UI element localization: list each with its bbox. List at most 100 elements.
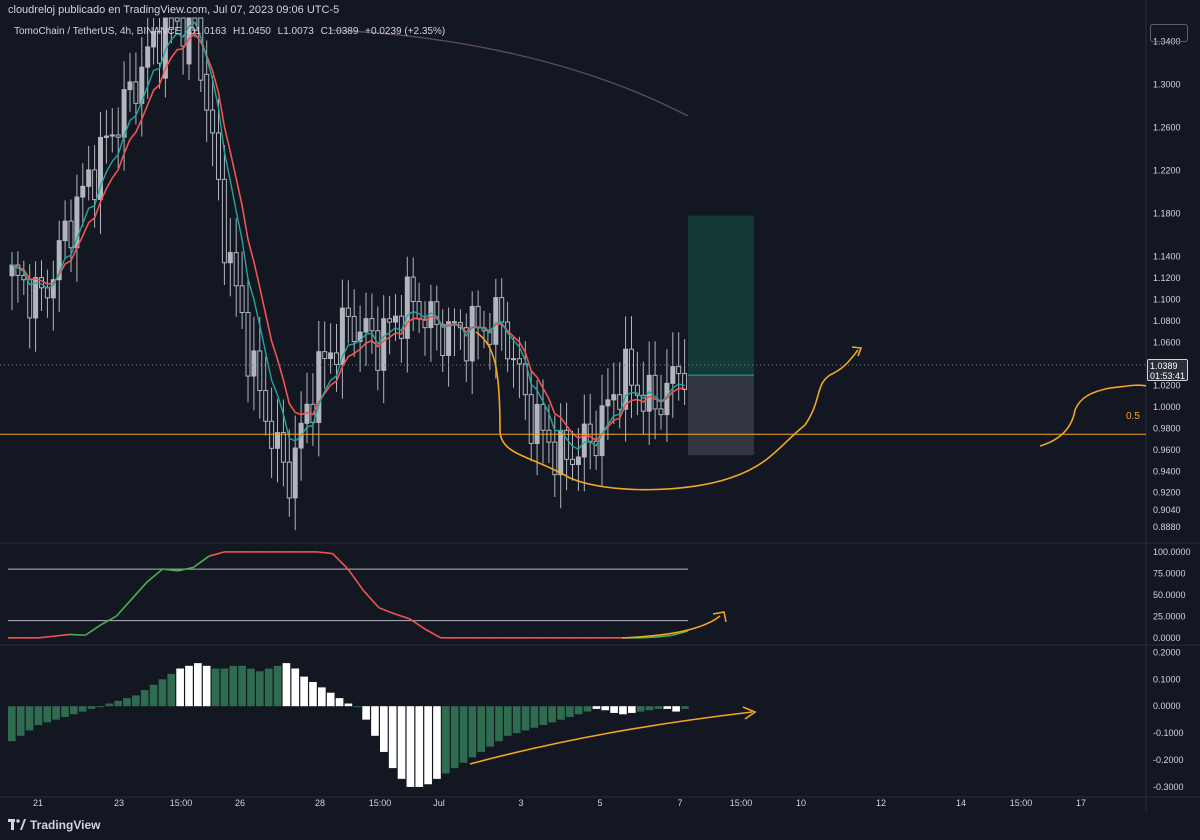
hist-bar: [318, 687, 326, 707]
osc-segment: [131, 581, 148, 600]
candle-body: [328, 352, 334, 360]
candle-body: [204, 73, 210, 111]
candle-body: [68, 220, 74, 249]
osc-segment: [146, 568, 164, 583]
annotation-osc-arrow: [621, 615, 721, 639]
osc-tick-label: 25.0000: [1153, 611, 1186, 621]
candle: [416, 282, 422, 334]
osc-segment: [672, 630, 689, 637]
candle-body: [623, 348, 629, 410]
candle: [92, 145, 98, 228]
candle-body: [334, 352, 339, 365]
hist-bar: [264, 668, 273, 707]
candle: [599, 374, 605, 486]
candle-body: [516, 358, 522, 365]
candle-body: [9, 264, 15, 277]
candle-body: [227, 252, 233, 264]
hist-bar: [406, 706, 415, 787]
osc-segment: [38, 635, 55, 639]
candle-body: [339, 307, 345, 365]
candle-body: [257, 350, 263, 392]
candle-body: [587, 423, 593, 442]
candle-body: [634, 384, 640, 396]
candle-body: [351, 315, 357, 343]
hist-bar: [167, 673, 176, 707]
osc-segment: [657, 634, 673, 638]
candle-body: [463, 327, 469, 362]
annotation-hist-arrow-head: [742, 706, 757, 720]
price-tick-label: 0.9200: [1153, 488, 1181, 498]
candle-body: [564, 429, 570, 460]
price-scale-button[interactable]: [1150, 24, 1188, 42]
price-tick-label: 0.8880: [1153, 522, 1181, 532]
candle-body: [469, 305, 475, 362]
hist-bar: [114, 700, 122, 707]
time-tick-label: 26: [235, 798, 245, 808]
candle-body: [511, 358, 516, 361]
candle-body: [157, 31, 162, 64]
annotation-future-curve: [1039, 384, 1147, 447]
candle: [511, 337, 516, 388]
candle: [351, 289, 357, 357]
candle: [9, 252, 15, 311]
candle: [109, 108, 115, 153]
candle-body: [127, 81, 133, 91]
candle-body: [269, 420, 275, 449]
candle: [428, 284, 434, 362]
hist-bar: [530, 706, 539, 728]
ema-slow-line: [11, 21, 685, 451]
candle-body: [629, 348, 634, 386]
candle-body: [475, 305, 481, 329]
candle: [151, 18, 157, 65]
osc-segment: [162, 568, 179, 572]
hist-bar: [309, 681, 317, 707]
hist-bar: [459, 706, 468, 763]
candle: [162, 17, 168, 98]
hist-bar: [504, 706, 512, 736]
ohlc-change: +0.0239 (+2.35%): [365, 26, 446, 37]
candle-body: [387, 318, 393, 323]
hist-bar: [592, 706, 601, 709]
candle-body: [15, 264, 21, 276]
osc-segment: [362, 590, 380, 609]
candle: [670, 332, 676, 418]
candle-body: [528, 394, 534, 444]
hist-bar: [424, 706, 432, 785]
hist-bar: [512, 706, 521, 734]
hist-bar: [681, 706, 689, 709]
candle: [33, 261, 39, 352]
hist-bar: [539, 706, 548, 726]
candle-body: [369, 318, 375, 332]
hist-bar: [238, 665, 246, 707]
candle: [245, 278, 251, 403]
hist-tick-label: 0.1000: [1153, 674, 1181, 684]
candle-body: [422, 318, 428, 329]
candle-body: [121, 89, 127, 138]
candle-body: [198, 17, 204, 81]
candle-body: [109, 134, 115, 137]
candle-body: [552, 441, 558, 476]
candle: [21, 260, 27, 296]
candle-body: [275, 432, 280, 449]
candle: [469, 291, 475, 395]
candle-body: [316, 351, 322, 423]
candle-body: [652, 374, 658, 410]
candle-body: [286, 461, 292, 499]
candle-body: [133, 81, 139, 104]
hist-bar: [78, 706, 87, 712]
candle: [528, 371, 534, 462]
candle: [634, 351, 640, 416]
candle-body: [221, 178, 227, 264]
price-tick-label: 1.0800: [1153, 316, 1181, 326]
hist-bar: [16, 706, 25, 736]
candle-body: [174, 17, 180, 22]
ma-long-line: [329, 29, 689, 117]
candle-body: [86, 169, 92, 187]
candle: [422, 301, 428, 356]
candle: [652, 341, 658, 440]
candles-group: [9, 17, 688, 531]
candle: [127, 53, 133, 112]
candle-body: [145, 46, 151, 68]
candle: [446, 307, 452, 387]
